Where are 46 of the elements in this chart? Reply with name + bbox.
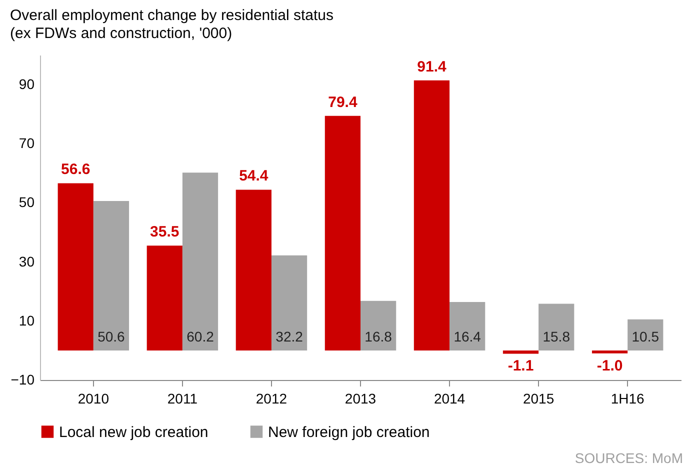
y-tick-label: 30 bbox=[18, 253, 35, 270]
data-label: 16.4 bbox=[454, 328, 482, 344]
source-note: SOURCES: MoM bbox=[574, 450, 683, 466]
y-tick-label: −10 bbox=[10, 372, 35, 388]
chart-subtitle: (ex FDWs and construction, '000) bbox=[10, 25, 232, 42]
bar bbox=[592, 350, 628, 354]
bar bbox=[414, 80, 450, 350]
x-tick-label: 2015 bbox=[522, 390, 554, 406]
x-tick-label: 2010 bbox=[78, 390, 110, 406]
bar bbox=[538, 304, 574, 350]
data-label: 79.4 bbox=[328, 94, 358, 111]
x-tick-label: 2014 bbox=[434, 390, 466, 406]
data-label: 35.5 bbox=[150, 224, 180, 241]
bar bbox=[182, 172, 218, 350]
y-tick-label: 90 bbox=[18, 76, 35, 92]
data-label: 32.2 bbox=[276, 328, 304, 344]
data-label: 10.5 bbox=[632, 328, 660, 344]
bar bbox=[236, 190, 272, 350]
data-label: 50.6 bbox=[98, 328, 126, 344]
bar bbox=[324, 116, 360, 350]
data-label: -1.1 bbox=[508, 358, 534, 375]
x-tick-label: 2012 bbox=[256, 390, 288, 406]
chart-title: Overall employment change by residential status bbox=[10, 7, 334, 24]
y-tick-label: 70 bbox=[18, 135, 35, 152]
legend-label: New foreign job creation bbox=[268, 424, 430, 441]
bar bbox=[58, 183, 94, 350]
data-label: 56.6 bbox=[61, 161, 90, 178]
bar bbox=[628, 319, 664, 350]
bar bbox=[271, 255, 308, 350]
data-label: 60.2 bbox=[186, 328, 214, 344]
x-tick-label: 1H16 bbox=[610, 390, 645, 406]
data-label: 16.8 bbox=[364, 328, 392, 344]
x-tick-label: 2013 bbox=[344, 390, 376, 406]
x-tick-label: 2011 bbox=[167, 390, 198, 406]
data-label: 54.4 bbox=[239, 168, 269, 185]
legend-label: Local new job creation bbox=[59, 424, 208, 441]
y-tick-label: 10 bbox=[18, 312, 35, 328]
bar bbox=[450, 302, 486, 350]
bar bbox=[360, 300, 396, 350]
bar bbox=[502, 350, 539, 354]
data-label: 15.8 bbox=[542, 328, 570, 344]
y-tick-label: 50 bbox=[18, 194, 35, 210]
bar bbox=[146, 246, 182, 350]
data-label: 91.4 bbox=[417, 58, 447, 76]
data-label: -1.0 bbox=[596, 357, 623, 374]
bar bbox=[93, 200, 130, 350]
